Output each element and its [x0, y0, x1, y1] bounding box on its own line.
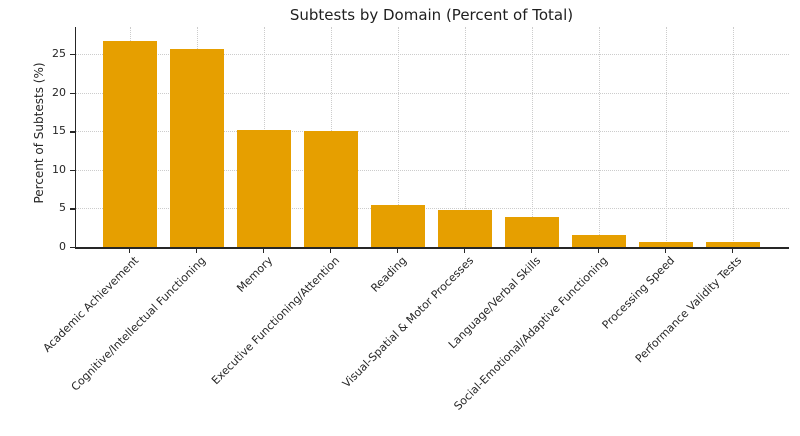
y-axis-tick [70, 208, 75, 210]
gridline-vertical [732, 27, 734, 247]
y-axis-tick [70, 92, 75, 94]
bar [169, 48, 224, 247]
gridline-vertical [531, 27, 533, 247]
bar [504, 216, 559, 247]
gridline-horizontal [76, 169, 789, 171]
gridline-horizontal [76, 131, 789, 133]
x-axis-tick [463, 249, 465, 253]
bar [571, 235, 626, 247]
bar [638, 241, 693, 247]
x-axis-tick [262, 249, 264, 253]
y-tick-label: 5 [59, 201, 66, 215]
y-axis-tick [70, 131, 75, 133]
bar [102, 40, 157, 247]
y-tick-label: 15 [52, 124, 66, 138]
gridline-vertical [397, 27, 399, 247]
bar [705, 241, 760, 247]
chart-title: Subtests by Domain (Percent of Total) [289, 6, 574, 24]
gridline-vertical [464, 27, 466, 247]
x-axis-tick [128, 249, 130, 253]
y-axis-tick [70, 54, 75, 56]
y-tick-label: 25 [52, 47, 66, 61]
plot-area [75, 27, 789, 249]
y-tick-label: 20 [52, 85, 66, 99]
bar [303, 131, 358, 247]
gridline-vertical [665, 27, 667, 247]
gridline-vertical [598, 27, 600, 247]
bar [370, 204, 425, 247]
y-tick-label: 10 [52, 162, 66, 176]
y-axis-tick [70, 169, 75, 172]
gridline-horizontal [76, 208, 789, 210]
y-tick-label: 0 [59, 240, 66, 253]
x-axis-tick [530, 249, 532, 253]
x-axis-tick [329, 249, 331, 253]
bar [236, 129, 291, 247]
x-axis-tick [195, 249, 197, 253]
x-axis-tick [396, 249, 398, 253]
x-axis-tick [597, 249, 599, 253]
gridline-horizontal [76, 92, 789, 94]
bar [437, 209, 492, 247]
x-axis-tick [731, 249, 733, 253]
gridline-horizontal [76, 54, 789, 56]
x-axis-tick [664, 249, 666, 253]
y-axis-tick [70, 247, 75, 249]
